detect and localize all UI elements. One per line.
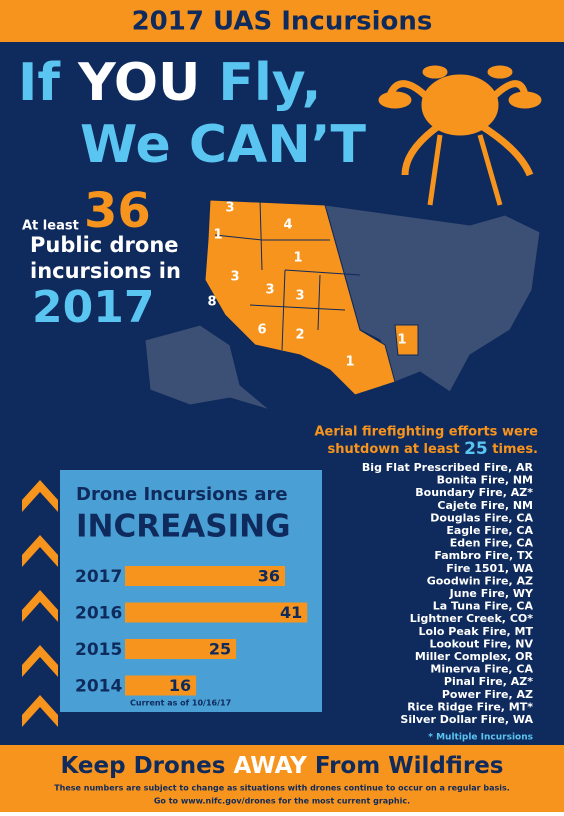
value-label: 16 xyxy=(169,676,191,695)
category-label: 2016 xyxy=(75,604,122,624)
fire-item: La Tuna Fire, CA xyxy=(433,600,534,613)
fire-item: Boundary Fire, AZ* xyxy=(415,486,533,499)
chart-panel xyxy=(60,470,322,712)
fire-item: Eagle Fire, CA xyxy=(446,524,533,537)
map-label: 3 xyxy=(295,289,304,304)
bar xyxy=(125,566,285,586)
category-label: 2017 xyxy=(75,567,122,587)
fire-item: Miller Complex, OR xyxy=(415,650,534,663)
fire-item: Minerva Fire, CA xyxy=(430,663,533,676)
shutdown-line: shutdown at least 25 times. xyxy=(328,439,538,459)
chevrons xyxy=(22,480,58,727)
footer-band xyxy=(0,745,564,812)
chart-subtitle: INCREASING xyxy=(76,509,291,545)
map-label: 1 xyxy=(213,228,222,243)
header-band xyxy=(0,0,564,42)
fire-item: Fambro Fire, TX xyxy=(434,549,533,562)
shutdown-text: shutdown at least xyxy=(328,442,460,457)
fire-item: Lookout Fire, NV xyxy=(429,637,533,650)
map-label: 1 xyxy=(345,355,354,370)
fire-item: Pinal Fire, AZ* xyxy=(444,675,533,688)
value-label: 25 xyxy=(209,640,231,659)
bar xyxy=(125,675,197,696)
fire-item: Lolo Peak Fire, MT xyxy=(419,625,534,638)
category-label: 2014 xyxy=(75,677,122,697)
map-label: 6 xyxy=(257,323,266,338)
fire-item: Fire 1501, WA xyxy=(446,562,533,575)
bar xyxy=(125,639,237,659)
category-label: 2015 xyxy=(75,640,122,660)
shutdown-count: 25 xyxy=(464,439,488,459)
fire-item: Power Fire, AZ xyxy=(442,688,533,701)
headline-2: We CAN’T xyxy=(80,115,367,175)
stat-line: incursions in xyxy=(30,259,181,283)
chart-title: Drone Incursions are xyxy=(76,484,288,505)
map-label: 1 xyxy=(397,333,406,348)
headline-1: If YOU Fly, xyxy=(18,53,321,113)
stat-prefix: At least xyxy=(22,219,79,234)
footer-note: Go to www.nifc.gov/drones for the most c… xyxy=(154,797,410,806)
us-map xyxy=(144,199,541,411)
chart-note: Current as of 10/16/17 xyxy=(130,699,231,708)
drone-icon xyxy=(378,65,542,206)
fire-item: Silver Dollar Fire, WA xyxy=(400,713,533,726)
hl-b: YOU xyxy=(77,53,200,113)
map-label: 3 xyxy=(230,270,239,285)
fire-item: Lightner Creek, CO* xyxy=(410,612,533,625)
map-label: 1 xyxy=(293,251,302,266)
stat-line: Public drone xyxy=(30,233,179,257)
ft-c: From Wildfires xyxy=(307,753,504,779)
bars: 2017 36 2016 41 2015 25 2014 16 xyxy=(75,566,308,697)
fire-item: Rice Ridge Fire, MT* xyxy=(407,700,533,713)
fire-item: Goodwin Fire, AZ xyxy=(427,574,533,587)
shutdown-line: Aerial firefighting efforts were xyxy=(314,425,538,440)
map-label: 8 xyxy=(207,295,216,310)
value-label: 41 xyxy=(280,603,302,622)
ft-b: AWAY xyxy=(233,753,307,779)
footer-note: These numbers are subject to change as s… xyxy=(54,784,510,793)
map-label: 3 xyxy=(225,201,234,216)
map-label: 2 xyxy=(295,328,304,343)
fire-item: Bonita Fire, NM xyxy=(437,474,533,487)
fire-item: Cajete Fire, NM xyxy=(437,499,533,512)
map-label: 4 xyxy=(283,218,292,233)
ft-a: Keep Drones xyxy=(60,753,233,779)
value-label: 36 xyxy=(258,567,280,586)
footer-line: Keep Drones AWAY From Wildfires xyxy=(60,753,503,779)
fire-item: Big Flat Prescribed Fire, AR xyxy=(362,461,534,474)
map-label: 3 xyxy=(265,283,274,298)
fire-item: Douglas Fire, CA xyxy=(430,511,533,524)
stat-year: 2017 xyxy=(32,282,154,333)
shutdown-end: times. xyxy=(492,442,538,457)
fire-item: Eden Fire, CA xyxy=(450,537,534,550)
hl-a: If xyxy=(18,53,78,113)
bar xyxy=(125,602,308,623)
hl-c: Fly, xyxy=(200,53,321,113)
fires-note: * Multiple Incursions xyxy=(428,733,533,743)
header-title: 2017 UAS Incursions xyxy=(132,7,433,37)
fire-item: June Fire, WY xyxy=(449,587,534,600)
stat-number: 36 xyxy=(84,183,151,239)
